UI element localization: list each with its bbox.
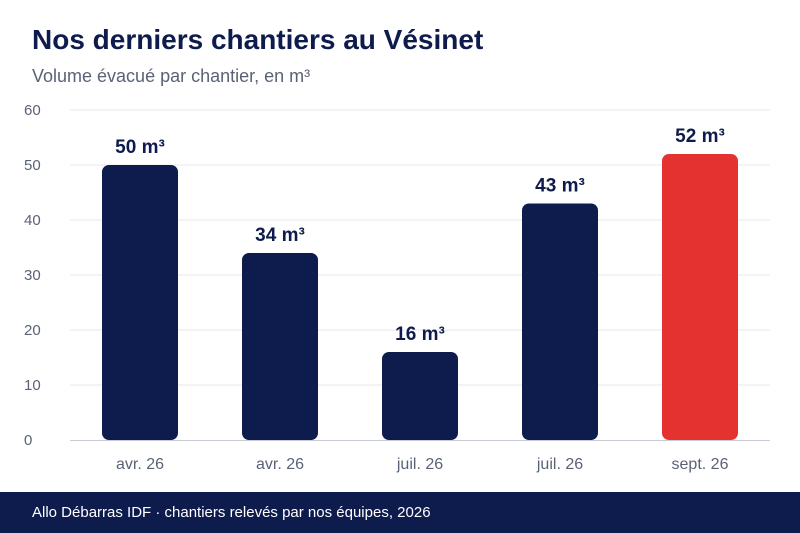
bar (382, 352, 458, 440)
bar (662, 154, 738, 440)
chart-title: Nos derniers chantiers au Vésinet (32, 24, 484, 55)
y-tick-label: 40 (24, 212, 41, 229)
x-tick-label: sept. 26 (672, 456, 729, 473)
y-tick-label: 60 (24, 102, 41, 119)
footer-bar: Allo Débarras IDF · chantiers relevés pa… (0, 492, 800, 533)
y-tick-label: 20 (24, 322, 41, 339)
data-label: 16 m³ (395, 324, 445, 345)
chart-subtitle: Volume évacué par chantier, en m³ (32, 66, 311, 86)
data-label: 52 m³ (675, 126, 725, 147)
x-tick-label: avr. 26 (116, 456, 164, 473)
x-tick-label: avr. 26 (256, 456, 304, 473)
bar (102, 165, 178, 440)
x-tick-label: juil. 26 (396, 456, 443, 473)
bar (242, 253, 318, 440)
y-tick-label: 50 (24, 157, 41, 174)
data-label: 43 m³ (535, 176, 585, 197)
bar (522, 203, 598, 440)
bar-chart: 0 10 20 30 40 50 60 50 m³ avr. 26 34 m³ avr. 26 16 … (24, 102, 770, 473)
x-tick-label: juil. 26 (536, 456, 583, 473)
y-tick-label: 30 (24, 267, 41, 284)
footer-source: Allo Débarras IDF · chantiers relevés pa… (32, 504, 431, 521)
y-tick-label: 0 (24, 432, 32, 449)
y-tick-label: 10 (24, 377, 41, 394)
data-label: 34 m³ (255, 225, 305, 246)
data-label: 50 m³ (115, 137, 165, 158)
